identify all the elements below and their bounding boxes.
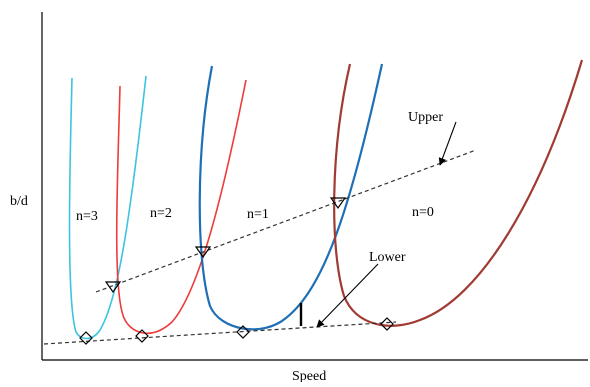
upper-triangle-marker [104,281,122,294]
region-label-n3: n=3 [76,209,98,224]
lower-dashed-line [43,321,397,345]
upper-dashed-line [95,149,477,293]
x-axis-label: Speed [292,369,326,382]
lower-diamond-marker [135,329,149,343]
upper-annotation-label: Upper [408,110,443,125]
lower-arrow [316,263,379,328]
region-label-n0: n=0 [412,205,434,220]
lower-annotation-label: Lower [369,250,406,265]
region-label-n2: n=2 [150,206,172,221]
lower-diamond-marker [236,325,250,339]
upper-arrow [438,121,457,166]
region-label-n1: n=1 [247,207,269,222]
lower-diamond-marker [79,331,93,345]
upper-triangle-marker [329,197,347,210]
upper-triangle-marker [194,246,212,259]
y-axis-label: b/d [10,194,28,209]
lobe-curve-cyan [68,75,147,340]
lobe-curve-brown [333,59,584,327]
lower-diamond-marker [380,317,394,331]
lobe-curve-blue [198,63,384,331]
lobe-curve-red [115,79,247,334]
